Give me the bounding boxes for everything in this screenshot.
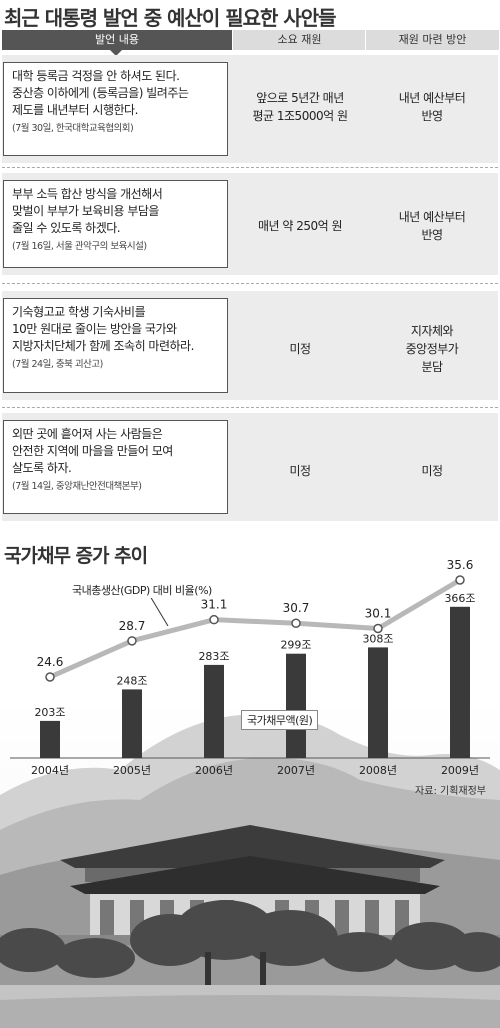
cost-cell: 매년 약 250억 원 bbox=[257, 219, 343, 233]
x-tick-label: 2004년 bbox=[31, 764, 69, 777]
bar-value-label: 366조 bbox=[444, 592, 475, 605]
line-value-label: 28.7 bbox=[119, 619, 146, 633]
line-series-label: 국내총생산(GDP) 대비 비율(%) bbox=[68, 582, 216, 598]
funding-cell: 내년 예산부터 반영 bbox=[398, 210, 466, 242]
x-tick-label: 2005년 bbox=[113, 764, 151, 777]
bar bbox=[40, 720, 60, 758]
header-funding: 재원 마련 방안 bbox=[365, 30, 499, 50]
line-point bbox=[373, 623, 383, 634]
header-statement: 발언 내용 bbox=[2, 30, 232, 50]
bar-value-label: 308조 bbox=[362, 632, 393, 645]
statement-text: 대학 등록금 걱정을 안 하셔도 된다. 중산층 이하에게 (등록금을) 빌려주… bbox=[12, 69, 189, 117]
statement-text: 부부 소득 합산 방식을 개선해서 맞벌이 부부가 보육비용 부담을 줄일 수 … bbox=[12, 187, 163, 235]
header-pointer-icon bbox=[110, 50, 122, 56]
statement-source: (7월 16일, 서울 관악구의 보육시설) bbox=[12, 241, 147, 252]
bar bbox=[368, 647, 388, 758]
row-divider bbox=[2, 407, 498, 408]
x-tick-label: 2008년 bbox=[359, 764, 397, 777]
statement-source: (7월 30일, 한국대학교육협의회) bbox=[12, 123, 134, 134]
statement-box: 대학 등록금 걱정을 안 하셔도 된다. 중산층 이하에게 (등록금을) 빌려주… bbox=[3, 62, 228, 156]
line-value-label: 30.7 bbox=[283, 601, 310, 615]
x-tick-label: 2007년 bbox=[277, 764, 315, 777]
blue-house-photo bbox=[0, 700, 500, 1028]
bar-value-label: 299조 bbox=[280, 639, 311, 652]
chart-source: 자료: 기획재정부 bbox=[415, 786, 486, 797]
statement-box: 외딴 곳에 흩어져 사는 사람들은 안전한 지역에 마을을 만들어 모여 살도록… bbox=[3, 420, 228, 514]
line-value-label: 30.1 bbox=[365, 607, 392, 621]
row-divider bbox=[2, 283, 498, 284]
header-cost: 소요 재원 bbox=[232, 30, 366, 50]
bar bbox=[450, 606, 470, 758]
cost-cell: 앞으로 5년간 매년 평균 1조5000억 원 bbox=[252, 91, 348, 123]
funding-cell: 지자체와 중앙정부가 분담 bbox=[405, 324, 459, 374]
debt-chart: 203조 2004년 248조 2005년 283조 2006년 299조 2007년 308조… bbox=[10, 560, 490, 777]
line-label-pointer bbox=[149, 595, 169, 627]
bar-value-label: 283조 bbox=[198, 650, 229, 663]
line-point bbox=[291, 618, 301, 628]
bar-value-label: 248조 bbox=[116, 674, 147, 687]
line-value-label: 24.6 bbox=[37, 655, 64, 669]
line-point bbox=[127, 636, 137, 646]
statement-source: (7월 14일, 중앙재난안전대책본부) bbox=[12, 481, 142, 492]
line-point bbox=[209, 614, 219, 625]
bar bbox=[122, 689, 142, 758]
x-tick-label: 2009년 bbox=[441, 764, 479, 777]
bar bbox=[204, 664, 224, 758]
funding-cell: 내년 예산부터 반영 bbox=[398, 91, 466, 123]
row-divider bbox=[2, 167, 498, 168]
funding-cell: 미정 bbox=[421, 464, 443, 478]
statement-text: 외딴 곳에 흩어져 사는 사람들은 안전한 지역에 마을을 만들어 모여 살도록… bbox=[12, 427, 173, 475]
statement-source: (7월 24일, 충북 괴산고) bbox=[12, 359, 103, 370]
statement-box: 기숙형고교 학생 기숙사비를 10만 원대로 줄이는 방안을 국가와 지방자치단… bbox=[3, 298, 228, 393]
line-point bbox=[45, 672, 55, 682]
bar-series-label: 국가채무액(원) bbox=[241, 710, 319, 730]
x-tick-label: 2006년 bbox=[195, 764, 233, 777]
cost-cell: 미정 bbox=[289, 342, 311, 356]
statement-box: 부부 소득 합산 방식을 개선해서 맞벌이 부부가 보육비용 부담을 줄일 수 … bbox=[3, 180, 228, 268]
line-value-label: 35.6 bbox=[447, 560, 474, 572]
bar bbox=[286, 653, 306, 758]
table-title: 최근 대통령 발언 중 예산이 필요한 사안들 bbox=[4, 6, 337, 30]
bar-value-label: 203조 bbox=[34, 706, 65, 719]
line-value-label: 31.1 bbox=[201, 598, 228, 612]
line-point bbox=[455, 575, 465, 585]
cost-cell: 미정 bbox=[289, 464, 311, 478]
line-series bbox=[48, 577, 462, 680]
statement-text: 기숙형고교 학생 기숙사비를 10만 원대로 줄이는 방안을 국가와 지방자치단… bbox=[12, 305, 194, 353]
chart-title: 국가채무 증가 추이 bbox=[4, 545, 148, 567]
